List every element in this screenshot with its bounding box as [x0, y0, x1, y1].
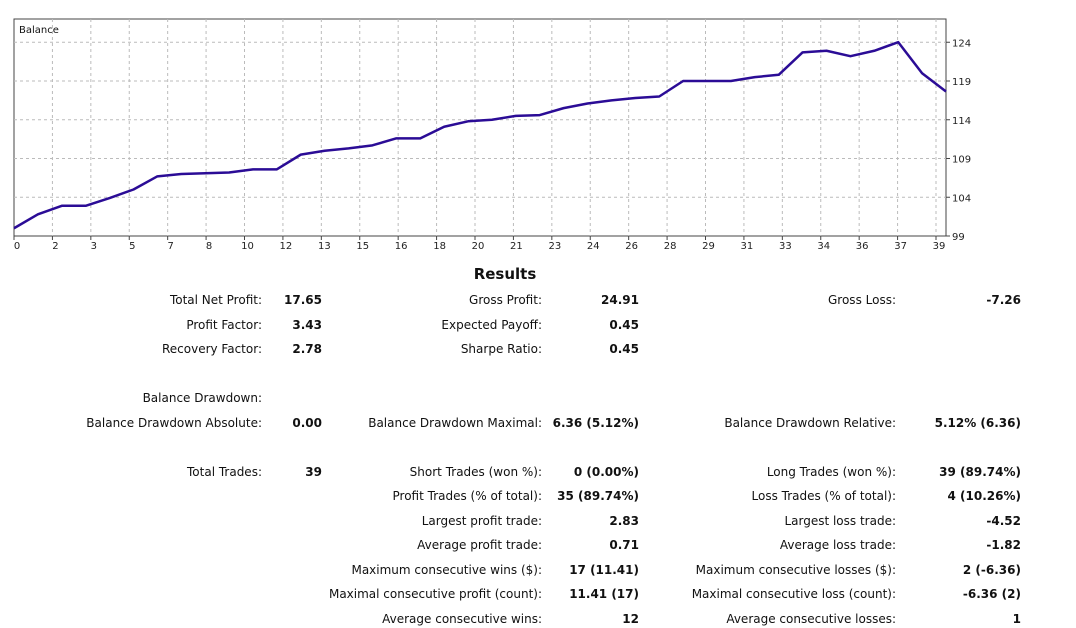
result-label: Balance Drawdown Maximal: — [368, 415, 542, 430]
x-tick-label: 18 — [433, 241, 446, 252]
x-tick-label: 24 — [587, 241, 600, 252]
result-value: -6.36 (2) — [962, 587, 1021, 601]
result-value: 2.83 — [609, 513, 639, 528]
result-label: Average consecutive wins: — [382, 611, 542, 626]
x-tick-label: 8 — [206, 241, 212, 252]
result-label: Balance Drawdown: — [142, 391, 262, 405]
results-title: Results — [473, 265, 537, 283]
x-tick-label: 39 — [933, 241, 946, 252]
result-value: 6.36 (5.12%) — [552, 415, 639, 430]
result-value: 39 — [305, 464, 322, 479]
result-label: Largest loss trade: — [784, 513, 896, 528]
y-tick-label: 109 — [952, 155, 971, 166]
y-tick-label: 104 — [952, 193, 971, 204]
result-value: -1.82 — [986, 538, 1021, 552]
x-tick-label: 29 — [702, 241, 715, 252]
result-value: 0.00 — [292, 415, 322, 430]
x-tick-label: 16 — [395, 241, 408, 252]
x-tick-label: 21 — [510, 241, 523, 252]
result-label: Sharpe Ratio: — [460, 342, 542, 356]
result-label: Profit Trades (% of total): — [392, 489, 542, 503]
result-label: Gross Loss: — [828, 293, 896, 307]
x-tick-label: 26 — [625, 241, 638, 252]
x-tick-label: 5 — [129, 241, 135, 252]
result-label: Maximal consecutive profit (count): — [328, 587, 542, 601]
result-label: Maximum consecutive losses ($): — [695, 562, 896, 577]
result-value: 39 (89.74%) — [939, 464, 1021, 479]
x-tick-label: 13 — [318, 241, 331, 252]
result-value: -4.52 — [986, 513, 1021, 528]
x-tick-label: 3 — [91, 241, 97, 252]
y-tick-label: 114 — [952, 116, 971, 127]
result-value: 12 — [622, 611, 639, 626]
result-label: Expected Payoff: — [441, 317, 542, 332]
plot-frame — [13, 18, 947, 237]
x-tick-label: 36 — [856, 241, 869, 252]
result-label: Total Trades: — [187, 464, 262, 479]
result-value: 2 (-6.36) — [962, 562, 1021, 577]
result-label: Gross Profit: — [469, 293, 542, 307]
balance-line — [13, 40, 947, 230]
x-tick-label: 10 — [241, 241, 254, 252]
result-label: Profit Factor: — [186, 317, 262, 332]
x-tick-label: 37 — [894, 241, 907, 252]
x-tick-label: 15 — [356, 241, 369, 252]
result-label: Recovery Factor: — [161, 342, 262, 356]
result-value: 1 — [1012, 611, 1021, 626]
x-tick-label: 34 — [817, 241, 830, 252]
x-tick-label: 23 — [548, 241, 561, 252]
result-label: Largest profit trade: — [421, 513, 542, 528]
result-value: 4 (10.26%) — [947, 489, 1021, 503]
result-value: 17 (11.41) — [569, 562, 639, 577]
x-tick-label: 31 — [741, 241, 754, 252]
result-value: 35 (89.74%) — [557, 489, 639, 503]
y-tick-label: 99 — [952, 232, 965, 243]
result-value: 2.78 — [292, 342, 322, 356]
result-value: 0.45 — [609, 342, 639, 356]
result-label: Long Trades (won %): — [766, 464, 896, 479]
result-label: Balance Drawdown Relative: — [724, 415, 896, 430]
x-tick-label: 2 — [52, 241, 58, 252]
result-value: 11.41 (17) — [569, 587, 639, 601]
x-tick-label: 28 — [664, 241, 677, 252]
result-value: 5.12% (6.36) — [934, 415, 1021, 430]
x-tick-label: 0 — [14, 241, 20, 252]
result-label: Maximum consecutive wins ($): — [351, 562, 542, 577]
balance-chart: 0 2 3 5 7 8 10 12 13 15 16 18 20 21 23 24 26 28 29 31 33 34 36… — [13, 18, 971, 252]
result-value: 0.71 — [609, 538, 639, 552]
result-value: 24.91 — [601, 293, 639, 307]
y-tick-label: 119 — [952, 77, 971, 88]
result-label: Average loss trade: — [779, 538, 896, 552]
result-value: -7.26 — [986, 293, 1021, 307]
x-tick-label: 33 — [779, 241, 792, 252]
result-label: Short Trades (won %): — [409, 464, 542, 479]
x-tick-label: 12 — [280, 241, 293, 252]
chart-title: Balance — [19, 25, 59, 36]
result-label: Average consecutive losses: — [726, 611, 896, 626]
result-label: Balance Drawdown Absolute: — [86, 415, 262, 430]
x-tick-label: 7 — [167, 241, 173, 252]
result-value: 0.45 — [609, 317, 639, 332]
x-tick-label: 20 — [472, 241, 485, 252]
result-label: Average profit trade: — [417, 538, 542, 552]
result-value: 0 (0.00%) — [573, 464, 639, 479]
result-label: Total Net Profit: — [169, 293, 262, 307]
result-label: Loss Trades (% of total): — [751, 489, 897, 503]
result-label: Maximal consecutive loss (count): — [691, 587, 896, 601]
result-value: 3.43 — [292, 317, 322, 332]
y-tick-label: 124 — [952, 38, 971, 49]
result-value: 17.65 — [284, 293, 322, 307]
